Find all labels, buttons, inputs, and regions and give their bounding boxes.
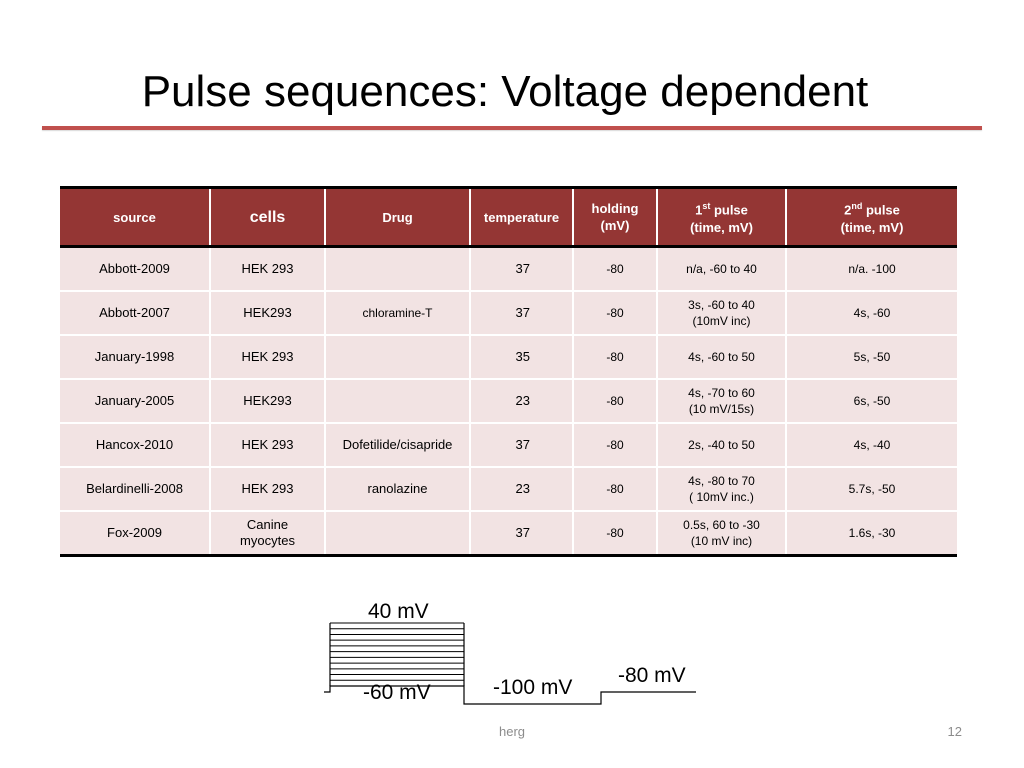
cell-drug <box>325 245 471 291</box>
cell-temperature: 23 <box>470 378 574 423</box>
label-minus-100mv: -100 mV <box>493 676 572 699</box>
cell-pulse1: 3s, -60 to 40 (10mV inc) <box>657 290 787 335</box>
cell-pulse2: 4s, -40 <box>786 422 957 467</box>
header-pulse1-word: pulse <box>710 202 748 218</box>
cell-pulse1: 4s, -60 to 50 <box>657 334 787 379</box>
voltage-pulse-diagram: 40 mV -60 mV -100 mV -80 mV <box>324 600 696 705</box>
cell-source: Fox-2009 <box>60 510 211 556</box>
cell-temperature: 37 <box>470 245 574 291</box>
header-pulse2-word: pulse <box>862 202 900 218</box>
header-pulse1-sup: st <box>702 201 711 212</box>
header-temperature: temperature <box>470 187 574 248</box>
cell-temperature: 35 <box>470 334 574 379</box>
table-row: Belardinelli-2008 HEK 293 ranolazine 23 … <box>60 466 957 511</box>
cell-cells: HEK 293 <box>210 466 326 511</box>
cell-temperature: 37 <box>470 290 574 335</box>
header-cells: cells <box>210 187 326 248</box>
cell-pulse2: 6s, -50 <box>786 378 957 423</box>
cell-cells: Canine myocytes <box>210 510 326 556</box>
cell-temperature: 23 <box>470 466 574 511</box>
header-source: source <box>60 187 211 248</box>
cell-cells: HEK293 <box>210 378 326 423</box>
cell-pulse2: 4s, -60 <box>786 290 957 335</box>
cell-source: Abbott-2007 <box>60 290 211 335</box>
cell-pulse2: 5s, -50 <box>786 334 957 379</box>
cell-drug <box>325 334 471 379</box>
table-row: Hancox-2010 HEK 293 Dofetilide/cisapride… <box>60 422 957 467</box>
cell-pulse1: 0.5s, 60 to -30 (10 mV inc) <box>657 510 787 556</box>
cell-holding: -80 <box>573 245 658 291</box>
cell-holding: -80 <box>573 422 658 467</box>
table-row: January-1998 HEK 293 35 -80 4s, -60 to 5… <box>60 334 957 379</box>
header-pulse1-line2: (time, mV) <box>690 219 753 235</box>
cell-temperature: 37 <box>470 422 574 467</box>
header-pulse1: 1st pulse (time, mV) <box>657 187 787 248</box>
table-row: Fox-2009 Canine myocytes 37 -80 0.5s, 60… <box>60 510 957 556</box>
header-pulse2-line2: (time, mV) <box>840 219 904 235</box>
cell-holding: -80 <box>573 466 658 511</box>
header-pulse2-sup: nd <box>851 201 863 212</box>
cell-cells: HEK 293 <box>210 334 326 379</box>
page-number: 12 <box>947 724 962 739</box>
cell-drug: Dofetilide/cisapride <box>325 422 471 467</box>
cell-holding: -80 <box>573 378 658 423</box>
cell-cells: HEK 293 <box>210 422 326 467</box>
cell-pulse1: n/a, -60 to 40 <box>657 245 787 291</box>
label-minus-60mv: -60 mV <box>363 681 431 704</box>
cell-source: Abbott-2009 <box>60 245 211 291</box>
cell-source: January-2005 <box>60 378 211 423</box>
pulse-sequence-table: source cells Drug temperature holding (mV… <box>60 186 957 557</box>
header-holding: holding (mV) <box>573 187 658 248</box>
cell-holding: -80 <box>573 290 658 335</box>
cell-cells: HEK293 <box>210 290 326 335</box>
header-holding-line2: (mV) <box>600 218 630 233</box>
voltage-step-lines <box>329 622 465 686</box>
cell-pulse1: 4s, -70 to 60 (10 mV/15s) <box>657 378 787 423</box>
title-underline <box>42 126 982 130</box>
cell-source: Belardinelli-2008 <box>60 466 211 511</box>
cell-drug <box>325 378 471 423</box>
table-row: Abbott-2007 HEK293 chloramine-T 37 -80 3… <box>60 290 957 335</box>
cell-source: January-1998 <box>60 334 211 379</box>
slide-title: Pulse sequences: Voltage dependent <box>141 67 869 116</box>
cell-drug: chloramine-T <box>325 290 471 335</box>
cell-pulse1: 4s, -80 to 70 ( 10mV inc.) <box>657 466 787 511</box>
table-header-row: source cells Drug temperature holding (mV… <box>60 187 957 248</box>
cell-pulse2: n/a. -100 <box>786 245 957 291</box>
table-row: Abbott-2009 HEK 293 37 -80 n/a, -60 to 4… <box>60 245 957 291</box>
holding-trace <box>324 685 696 705</box>
cell-drug <box>325 510 471 556</box>
header-holding-line1: holding <box>591 201 639 216</box>
header-pulse2-num: 2 <box>844 202 852 218</box>
cell-pulse1: 2s, -40 to 50 <box>657 422 787 467</box>
header-drug: Drug <box>325 187 471 248</box>
cell-drug: ranolazine <box>325 466 471 511</box>
header-pulse1-num: 1 <box>695 202 703 218</box>
cell-temperature: 37 <box>470 510 574 556</box>
cell-holding: -80 <box>573 334 658 379</box>
table-row: January-2005 HEK293 23 -80 4s, -70 to 60… <box>60 378 957 423</box>
header-pulse2: 2nd pulse (time, mV) <box>786 187 957 248</box>
label-minus-80mv: -80 mV <box>618 664 686 687</box>
cell-pulse2: 1.6s, -30 <box>786 510 957 556</box>
cell-holding: -80 <box>573 510 658 556</box>
cell-source: Hancox-2010 <box>60 422 211 467</box>
cell-pulse2: 5.7s, -50 <box>786 466 957 511</box>
cell-cells: HEK 293 <box>210 245 326 291</box>
footer-text: herg <box>498 724 526 739</box>
label-40mv: 40 mV <box>368 600 429 623</box>
